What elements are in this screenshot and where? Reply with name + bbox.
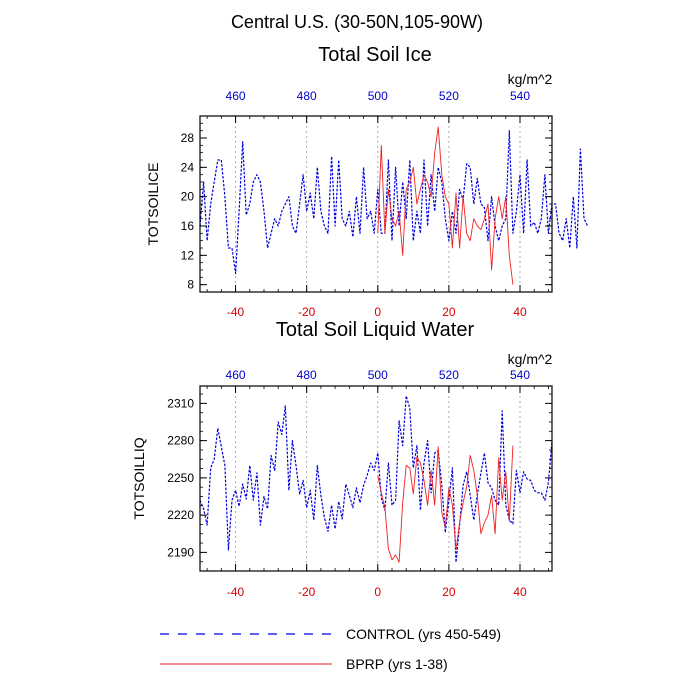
- top-tick-label: 460: [226, 368, 246, 382]
- plot-frame: [199, 385, 553, 572]
- top-tick-label: 540: [510, 89, 530, 103]
- top-tick-label: 480: [297, 89, 317, 103]
- y-tick-label: 2190: [167, 545, 194, 559]
- x-tick-label: 20: [442, 305, 456, 319]
- soil-ice-panel: Total Soil Ice kg/m^2 TOTSOILICE -40 460 -20 4…: [145, 44, 589, 319]
- x-tick-label: 0: [374, 305, 381, 319]
- y-tick-label: 20: [181, 190, 195, 204]
- x-tick-label: 20: [442, 585, 456, 599]
- top-tick-label: 520: [439, 89, 459, 103]
- top-tick-label: 520: [439, 368, 459, 382]
- legend-control-label: CONTROL (yrs 450-549): [346, 626, 501, 642]
- top-tick-label: 540: [510, 368, 530, 382]
- x-tick-label: 40: [513, 305, 527, 319]
- top-tick-label: 500: [368, 368, 388, 382]
- y-tick-label: 2250: [167, 471, 194, 485]
- x-tick-label: 40: [513, 585, 527, 599]
- y-tick-label: 16: [181, 219, 195, 233]
- top-tick-label: 500: [368, 89, 388, 103]
- y-tick-label: 2280: [167, 434, 194, 448]
- top-tick-label: 460: [226, 89, 246, 103]
- legend: CONTROL (yrs 450-549) BPRP (yrs 1-38): [160, 626, 501, 672]
- y-tick-label: 2310: [167, 396, 194, 410]
- series-line-bprp: [377, 445, 514, 563]
- legend-bprp-label: BPRP (yrs 1-38): [346, 656, 448, 672]
- series-line-control: [199, 395, 553, 563]
- y-tick-label: 28: [181, 131, 195, 145]
- series-line-bprp: [377, 126, 514, 285]
- x-tick-label: -20: [298, 305, 316, 319]
- y-axis-label: TOTSOILICE: [145, 163, 161, 246]
- panel-title: Total Soil Liquid Water: [276, 319, 475, 341]
- x-tick-label: 0: [374, 585, 381, 599]
- series-line-control: [199, 130, 589, 275]
- y-axis-label: TOTSOILLIQ: [131, 437, 147, 519]
- units-label: kg/m^2: [508, 351, 553, 367]
- x-tick-label: -20: [298, 585, 316, 599]
- y-tick-label: 12: [181, 248, 195, 262]
- top-tick-label: 480: [297, 368, 317, 382]
- x-tick-label: -40: [227, 305, 245, 319]
- units-label: kg/m^2: [508, 71, 553, 87]
- x-tick-label: -40: [227, 585, 245, 599]
- y-tick-label: 8: [187, 278, 194, 292]
- panel-title: Total Soil Ice: [318, 44, 431, 66]
- figure-title: Central U.S. (30-50N,105-90W): [231, 12, 483, 32]
- soil-liquid-panel: Total Soil Liquid Water kg/m^2 TOTSOILLIQ -…: [131, 319, 553, 599]
- y-tick-label: 2220: [167, 508, 194, 522]
- y-tick-label: 24: [181, 160, 195, 174]
